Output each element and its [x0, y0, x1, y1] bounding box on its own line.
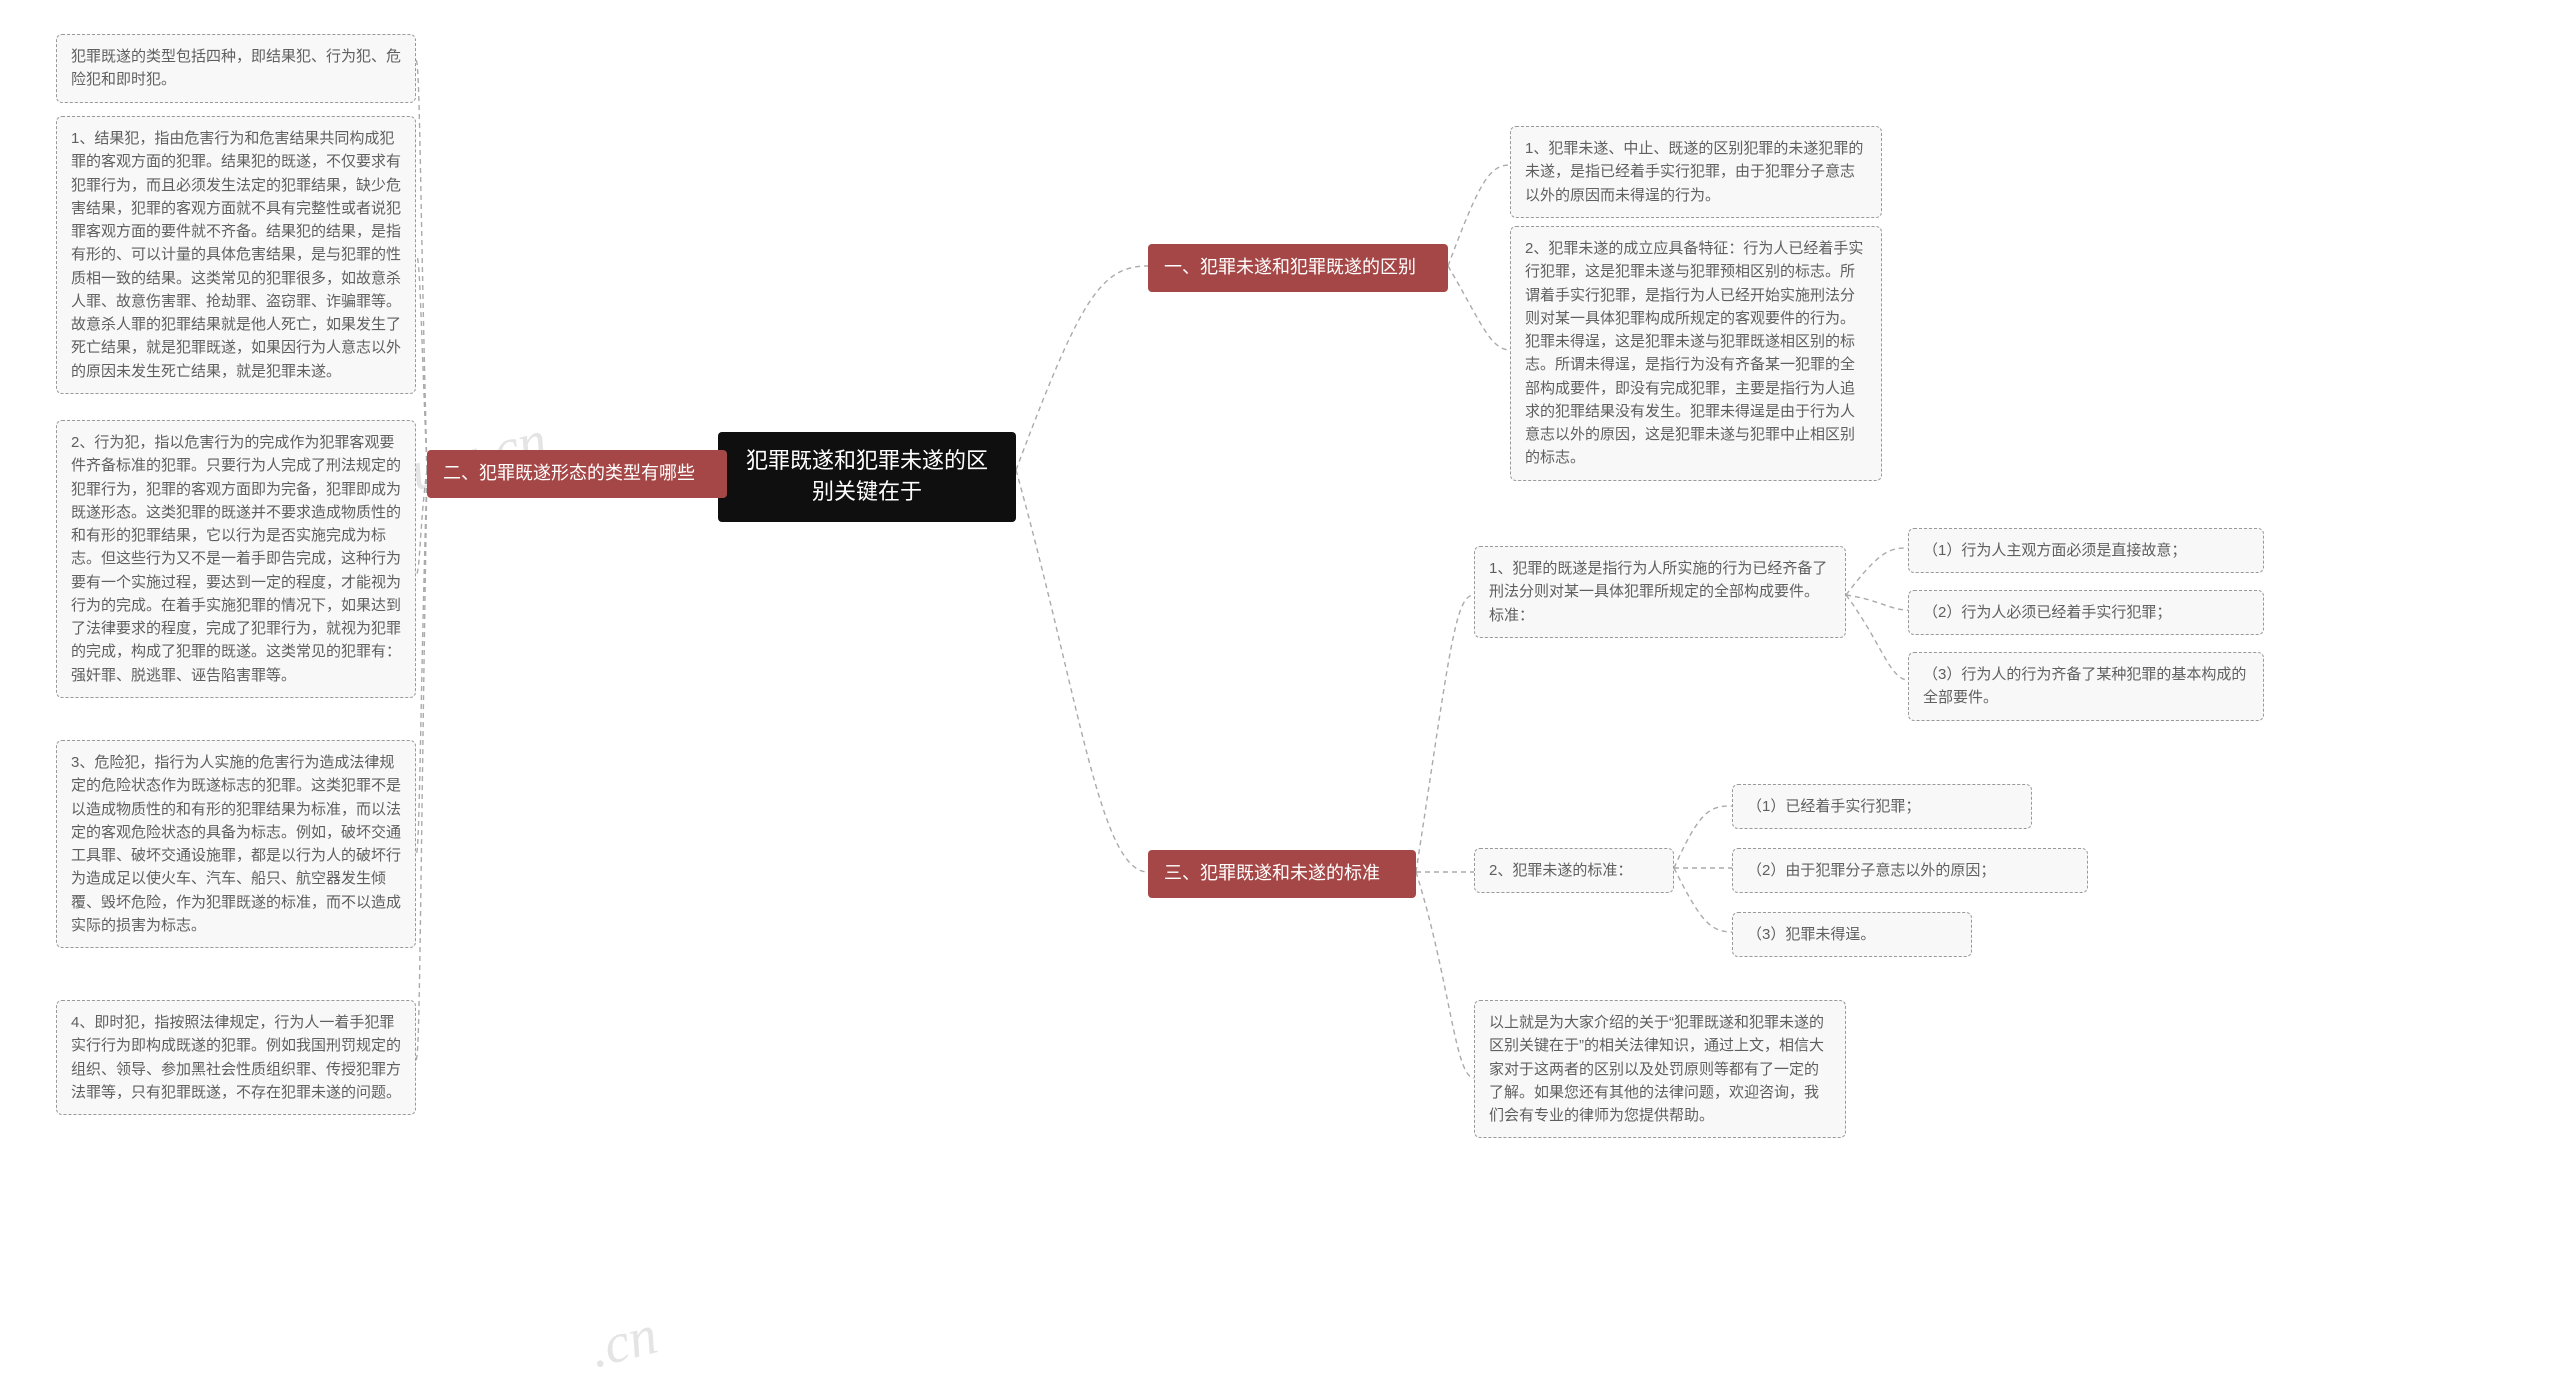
leaf-b3-2-c3: （3）犯罪未得逞。	[1732, 912, 1972, 957]
leaf-b2-5: 4、即时犯，指按照法律规定，行为人一着手犯罪实行行为即构成既遂的犯罪。例如我国刑…	[56, 1000, 416, 1115]
branch-label: 一、犯罪未遂和犯罪既遂的区别	[1164, 257, 1416, 277]
leaf-text: （3）犯罪未得逞。	[1747, 926, 1875, 943]
leaf-text: （1）行为人主观方面必须是直接故意；	[1923, 542, 2186, 559]
leaf-text: 4、即时犯，指按照法律规定，行为人一着手犯罪实行行为即构成既遂的犯罪。例如我国刑…	[71, 1014, 401, 1101]
connector	[416, 60, 427, 470]
root-label: 犯罪既遂和犯罪未遂的区别关键在于	[746, 448, 988, 504]
branch-3: 三、犯罪既遂和未遂的标准	[1148, 850, 1416, 898]
leaf-text: 犯罪既遂的类型包括四种，即结果犯、行为犯、危险犯和即时犯。	[71, 48, 401, 88]
leaf-b3-1: 1、犯罪的既遂是指行为人所实施的行为已经齐备了刑法分则对某一具体犯罪所规定的全部…	[1474, 546, 1846, 638]
leaf-text: 2、犯罪未遂的成立应具备特征：行为人已经着手实行犯罪，这是犯罪未遂与犯罪预相区别…	[1525, 240, 1863, 466]
connector	[1016, 266, 1148, 470]
watermark-text: .cn	[583, 1304, 663, 1380]
leaf-text: （2）行为人必须已经着手实行犯罪；	[1923, 604, 2171, 621]
branch-label: 二、犯罪既遂形态的类型有哪些	[443, 463, 695, 483]
connector	[1846, 595, 1908, 680]
leaf-b3-2-c2: （2）由于犯罪分子意志以外的原因；	[1732, 848, 2088, 893]
leaf-text: 3、危险犯，指行为人实施的危害行为造成法律规定的危险状态作为既遂标志的犯罪。这类…	[71, 754, 401, 934]
connector	[1846, 595, 1908, 610]
connector	[1416, 872, 1474, 1078]
branch-2: 二、犯罪既遂形态的类型有哪些	[427, 450, 727, 498]
leaf-b2-2: 1、结果犯，指由危害行为和危害结果共同构成犯罪的客观方面的犯罪。结果犯的既遂，不…	[56, 116, 416, 394]
leaf-b3-1-c1: （1）行为人主观方面必须是直接故意；	[1908, 528, 2264, 573]
leaf-b1-2: 2、犯罪未遂的成立应具备特征：行为人已经着手实行犯罪，这是犯罪未遂与犯罪预相区别…	[1510, 226, 1882, 481]
leaf-b1-1: 1、犯罪未遂、中止、既遂的区别犯罪的未遂犯罪的未遂，是指已经着手实行犯罪，由于犯…	[1510, 126, 1882, 218]
leaf-text: （3）行为人的行为齐备了某种犯罪的基本构成的全部要件。	[1923, 666, 2246, 706]
watermark: .cn	[583, 1303, 663, 1381]
leaf-b2-1: 犯罪既遂的类型包括四种，即结果犯、行为犯、危险犯和即时犯。	[56, 34, 416, 103]
leaf-b2-3: 2、行为犯，指以危害行为的完成作为犯罪客观要件齐备标准的犯罪。只要行为人完成了刑…	[56, 420, 416, 698]
connector	[416, 255, 427, 470]
leaf-b3-1-c3: （3）行为人的行为齐备了某种犯罪的基本构成的全部要件。	[1908, 652, 2264, 721]
leaf-text: 1、结果犯，指由危害行为和危害结果共同构成犯罪的客观方面的犯罪。结果犯的既遂，不…	[71, 130, 401, 380]
leaf-b2-4: 3、危险犯，指行为人实施的危害行为造成法律规定的危险状态作为既遂标志的犯罪。这类…	[56, 740, 416, 948]
connector	[1416, 595, 1474, 872]
leaf-text: 以上就是为大家介绍的关于“犯罪既遂和犯罪未遂的区别关键在于”的相关法律知识，通过…	[1489, 1014, 1824, 1124]
branch-1: 一、犯罪未遂和犯罪既遂的区别	[1148, 244, 1448, 292]
leaf-text: （2）由于犯罪分子意志以外的原因；	[1747, 862, 1995, 879]
leaf-text: 1、犯罪未遂、中止、既遂的区别犯罪的未遂犯罪的未遂，是指已经着手实行犯罪，由于犯…	[1525, 140, 1863, 204]
connector	[1846, 548, 1908, 595]
connector	[1448, 266, 1510, 350]
branch-label: 三、犯罪既遂和未遂的标准	[1164, 863, 1380, 883]
leaf-b3-1-c2: （2）行为人必须已经着手实行犯罪；	[1908, 590, 2264, 635]
connector	[416, 470, 427, 575]
leaf-text: 2、行为犯，指以危害行为的完成作为犯罪客观要件齐备标准的犯罪。只要行为人完成了刑…	[71, 434, 401, 684]
connector	[1016, 470, 1148, 872]
connector	[1674, 868, 1732, 932]
leaf-b3-2-c1: （1）已经着手实行犯罪；	[1732, 784, 2032, 829]
leaf-text: 1、犯罪的既遂是指行为人所实施的行为已经齐备了刑法分则对某一具体犯罪所规定的全部…	[1489, 560, 1827, 624]
connector	[1448, 165, 1510, 266]
connector	[1674, 806, 1732, 868]
leaf-text: （1）已经着手实行犯罪；	[1747, 798, 1920, 815]
leaf-b3-3: 以上就是为大家介绍的关于“犯罪既遂和犯罪未遂的区别关键在于”的相关法律知识，通过…	[1474, 1000, 1846, 1138]
connector	[416, 470, 427, 1060]
leaf-b3-2: 2、犯罪未遂的标准：	[1474, 848, 1674, 893]
connector	[416, 470, 427, 855]
root-node: 犯罪既遂和犯罪未遂的区别关键在于	[718, 432, 1016, 522]
leaf-text: 2、犯罪未遂的标准：	[1489, 862, 1632, 879]
